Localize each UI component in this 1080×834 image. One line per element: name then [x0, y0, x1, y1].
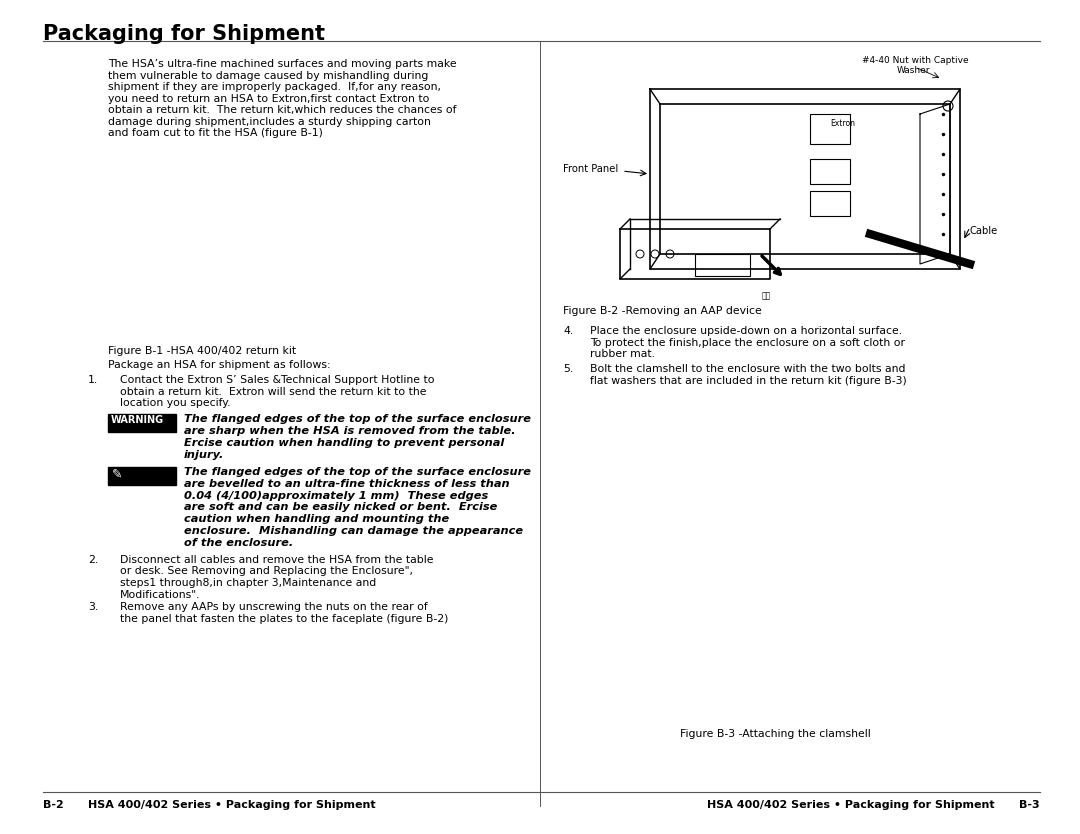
Text: or desk. See Removing and Replacing the Enclosure",: or desk. See Removing and Replacing the … — [120, 566, 413, 576]
Text: Disconnect all cables and remove the HSA from the table: Disconnect all cables and remove the HSA… — [120, 555, 433, 565]
Text: The flanged edges of the top of the surface enclosure: The flanged edges of the top of the surf… — [184, 414, 531, 424]
Text: #4-40 Nut with Captive: #4-40 Nut with Captive — [862, 56, 969, 65]
Text: of the enclosure.: of the enclosure. — [184, 538, 294, 548]
Text: 东西: 东西 — [762, 291, 771, 300]
Bar — [108, 414, 176, 432]
Text: the panel that fasten the plates to the faceplate (figure B-2): the panel that fasten the plates to the … — [120, 614, 448, 624]
Bar — [810, 159, 850, 184]
Text: B-2: B-2 — [43, 800, 64, 810]
Bar — [810, 191, 850, 216]
Text: 5.: 5. — [563, 364, 573, 374]
Text: are bevelled to an ultra-fine thickness of less than: are bevelled to an ultra-fine thickness … — [184, 479, 510, 489]
Text: Figure B-2 -Removing an AAP device: Figure B-2 -Removing an AAP device — [563, 306, 761, 316]
Text: The HSA’s ultra-fine machined surfaces and moving parts make: The HSA’s ultra-fine machined surfaces a… — [108, 59, 457, 69]
Text: Place the enclosure upside-down on a horizontal surface.: Place the enclosure upside-down on a hor… — [590, 326, 902, 336]
Text: Remove any AAPs by unscrewing the nuts on the rear of: Remove any AAPs by unscrewing the nuts o… — [120, 602, 428, 612]
Text: are soft and can be easily nicked or bent.  Ercise: are soft and can be easily nicked or ben… — [184, 502, 498, 512]
Text: Extron: Extron — [831, 119, 855, 128]
Text: B-3: B-3 — [1020, 800, 1040, 810]
Text: Contact the Extron S’ Sales &Technical Support Hotline to: Contact the Extron S’ Sales &Technical S… — [120, 375, 434, 385]
Text: and foam cut to fit the HSA (figure B-1): and foam cut to fit the HSA (figure B-1) — [108, 128, 323, 138]
Text: Figure B-1 -HSA 400/402 return kit: Figure B-1 -HSA 400/402 return kit — [108, 346, 296, 356]
Text: location you specify.: location you specify. — [120, 398, 230, 408]
Text: The flanged edges of the top of the surface enclosure: The flanged edges of the top of the surf… — [184, 467, 531, 477]
Text: Modifications".: Modifications". — [120, 590, 201, 600]
Text: Package an HSA for shipment as follows:: Package an HSA for shipment as follows: — [108, 360, 330, 370]
Text: Bolt the clamshell to the enclosure with the two bolts and: Bolt the clamshell to the enclosure with… — [590, 364, 905, 374]
Text: Front Panel: Front Panel — [563, 164, 618, 174]
Bar — [696, 254, 750, 276]
Text: damage during shipment,includes a sturdy shipping carton: damage during shipment,includes a sturdy… — [108, 117, 431, 127]
Text: obtain a return kit.  Extron will send the return kit to the: obtain a return kit. Extron will send th… — [120, 386, 427, 396]
Text: them vulnerable to damage caused by mishandling during: them vulnerable to damage caused by mish… — [108, 71, 429, 81]
Text: WARNING: WARNING — [111, 415, 164, 425]
Text: Packaging for Shipment: Packaging for Shipment — [43, 24, 325, 44]
Text: To protect the finish,place the enclosure on a soft cloth or: To protect the finish,place the enclosur… — [590, 338, 905, 348]
Text: Figure B-3 -Attaching the clamshell: Figure B-3 -Attaching the clamshell — [680, 729, 870, 739]
Bar — [810, 114, 850, 144]
Text: obtain a return kit.  The return kit,which reduces the chances of: obtain a return kit. The return kit,whic… — [108, 105, 457, 115]
Text: Cable: Cable — [970, 226, 998, 236]
Text: 2.: 2. — [87, 555, 98, 565]
Bar — [108, 467, 176, 485]
Text: rubber mat.: rubber mat. — [590, 349, 654, 359]
Text: HSA 400/402 Series • Packaging for Shipment: HSA 400/402 Series • Packaging for Shipm… — [707, 800, 995, 810]
Text: 3.: 3. — [87, 602, 98, 612]
Text: flat washers that are included in the return kit (figure B-3): flat washers that are included in the re… — [590, 375, 907, 385]
Text: 0.04 (4/100)approximately 1 mm)  These edges: 0.04 (4/100)approximately 1 mm) These ed… — [184, 490, 488, 500]
Text: HSA 400/402 Series • Packaging for Shipment: HSA 400/402 Series • Packaging for Shipm… — [87, 800, 376, 810]
Text: are sharp when the HSA is removed from the table.: are sharp when the HSA is removed from t… — [184, 426, 515, 436]
Text: caution when handling and mounting the: caution when handling and mounting the — [184, 515, 449, 525]
Text: enclosure.  Mishandling can damage the appearance: enclosure. Mishandling can damage the ap… — [184, 526, 523, 536]
Text: injury.: injury. — [184, 450, 225, 460]
Text: Ercise caution when handling to prevent personal: Ercise caution when handling to prevent … — [184, 438, 504, 448]
Text: 4.: 4. — [563, 326, 573, 336]
Text: Washer: Washer — [897, 66, 931, 75]
Text: ✎: ✎ — [112, 468, 122, 481]
Text: steps1 through8,in chapter 3,Maintenance and: steps1 through8,in chapter 3,Maintenance… — [120, 578, 376, 588]
Text: you need to return an HSA to Extron,first contact Extron to: you need to return an HSA to Extron,firs… — [108, 93, 430, 103]
Text: 1.: 1. — [87, 375, 98, 385]
Text: shipment if they are improperly packaged.  If,for any reason,: shipment if they are improperly packaged… — [108, 82, 441, 92]
